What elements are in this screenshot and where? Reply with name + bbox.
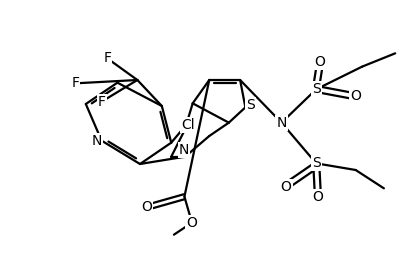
- Text: Cl: Cl: [181, 118, 195, 132]
- Text: N: N: [275, 116, 286, 130]
- Text: S: S: [311, 82, 320, 96]
- Text: F: F: [71, 76, 79, 90]
- Text: F: F: [103, 51, 111, 65]
- Text: O: O: [186, 216, 197, 230]
- Text: O: O: [349, 89, 360, 103]
- Text: O: O: [314, 55, 325, 69]
- Text: S: S: [311, 156, 320, 170]
- Text: N: N: [178, 143, 189, 157]
- Text: O: O: [280, 180, 291, 194]
- Text: S: S: [245, 98, 254, 112]
- Text: O: O: [312, 190, 323, 204]
- Text: O: O: [141, 200, 152, 214]
- Text: F: F: [97, 95, 105, 109]
- Text: N: N: [91, 134, 102, 148]
